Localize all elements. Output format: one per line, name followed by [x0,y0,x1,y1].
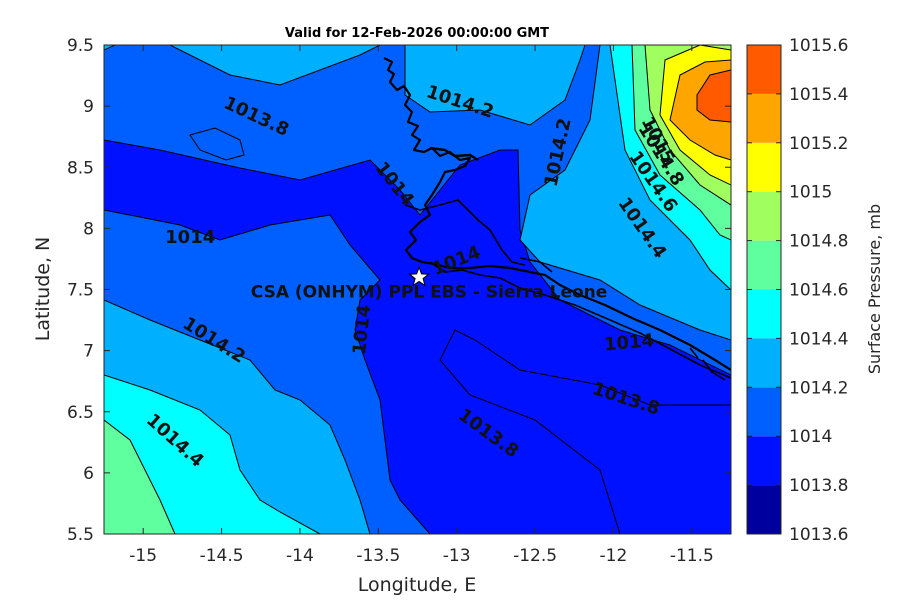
colorbar-tick-label: 1015.6 [789,36,848,56]
y-tick-label: 8.5 [67,158,94,178]
colorbar-swatch [747,289,781,339]
site-marker: CSA (ONHYM) PPL EBS - Sierra Leone [251,265,608,302]
y-tick-label: 5.5 [67,525,94,545]
coastline [383,57,731,371]
chart-title: Valid for 12-Feb-2026 00:00:00 GMT [285,26,549,41]
y-tick-label: 6 [83,464,94,484]
colorbar-swatch [747,240,781,290]
x-axis-label: Longitude, E [358,574,477,596]
colorbar-tick-label: 1014.2 [789,378,848,398]
colorbar-swatch [747,485,781,534]
colorbar-tick-label: 1014.8 [789,232,848,252]
plot-area [104,45,731,534]
colorbar: 1013.6 1013.8 1014 1014.2 1014.4 1014.6 1014.8… [746,36,848,545]
y-tick-label: 7.5 [67,281,94,301]
x-tick-label: -13 [443,546,471,566]
y-tick-label: 9.5 [67,36,94,56]
x-tick-label: -14.5 [200,546,244,566]
site-star-icon [408,265,430,287]
y-tick-label: 7 [83,342,94,362]
colorbar-swatch [747,45,781,94]
colorbar-swatch [747,142,781,192]
contour-label: 1014 [165,227,215,248]
x-tick-label: -12 [600,546,628,566]
colorbar-label: Surface Pressure, mb [865,204,884,374]
colorbar-tick-label: 1015.4 [789,85,848,105]
colorbar-swatch [747,338,781,388]
x-tick-label: -14 [286,546,314,566]
contour-label: 1014 [349,304,375,356]
colorbar-tick-label: 1014 [789,427,832,447]
x-tick-label: -11.5 [670,546,714,566]
colorbar-tick-label: 1015 [789,183,832,203]
x-tick-label: -15 [129,546,157,566]
contour-band-1014-2 [104,45,731,534]
colorbar-swatch [747,436,781,486]
y-axis-ticks: 5.5 6 6.5 7 7.5 8 8.5 9 9.5 [67,36,731,545]
y-tick-label: 6.5 [67,403,94,423]
colorbar-swatch [747,93,781,143]
y-tick-label: 9 [83,97,94,117]
x-axis-ticks: -15 -14.5 -14 -13.5 -13 -12.5 -12 -11.5 [129,45,714,566]
x-tick-label: -12.5 [513,546,557,566]
colorbar-tick-label: 1013.8 [789,476,848,496]
river-network [404,199,731,381]
colorbar-tick-label: 1014.4 [789,329,848,349]
y-axis-label: Latitude, N [32,237,54,342]
x-tick-label: -13.5 [356,546,400,566]
y-tick-label: 8 [83,219,94,239]
colorbar-swatch [747,387,781,437]
colorbar-tick-label: 1015.2 [789,134,848,154]
colorbar-tick-label: 1014.6 [789,281,848,301]
site-label: CSA (ONHYM) PPL EBS - Sierra Leone [251,282,608,302]
colorbar-swatch [747,191,781,241]
inland-waterway [429,146,479,162]
contour-line-1013-8-west [189,127,245,161]
contour-label: 1014 [603,330,655,355]
contour-band-1015-4 [696,69,731,123]
colorbar-tick-label: 1013.6 [789,525,848,545]
